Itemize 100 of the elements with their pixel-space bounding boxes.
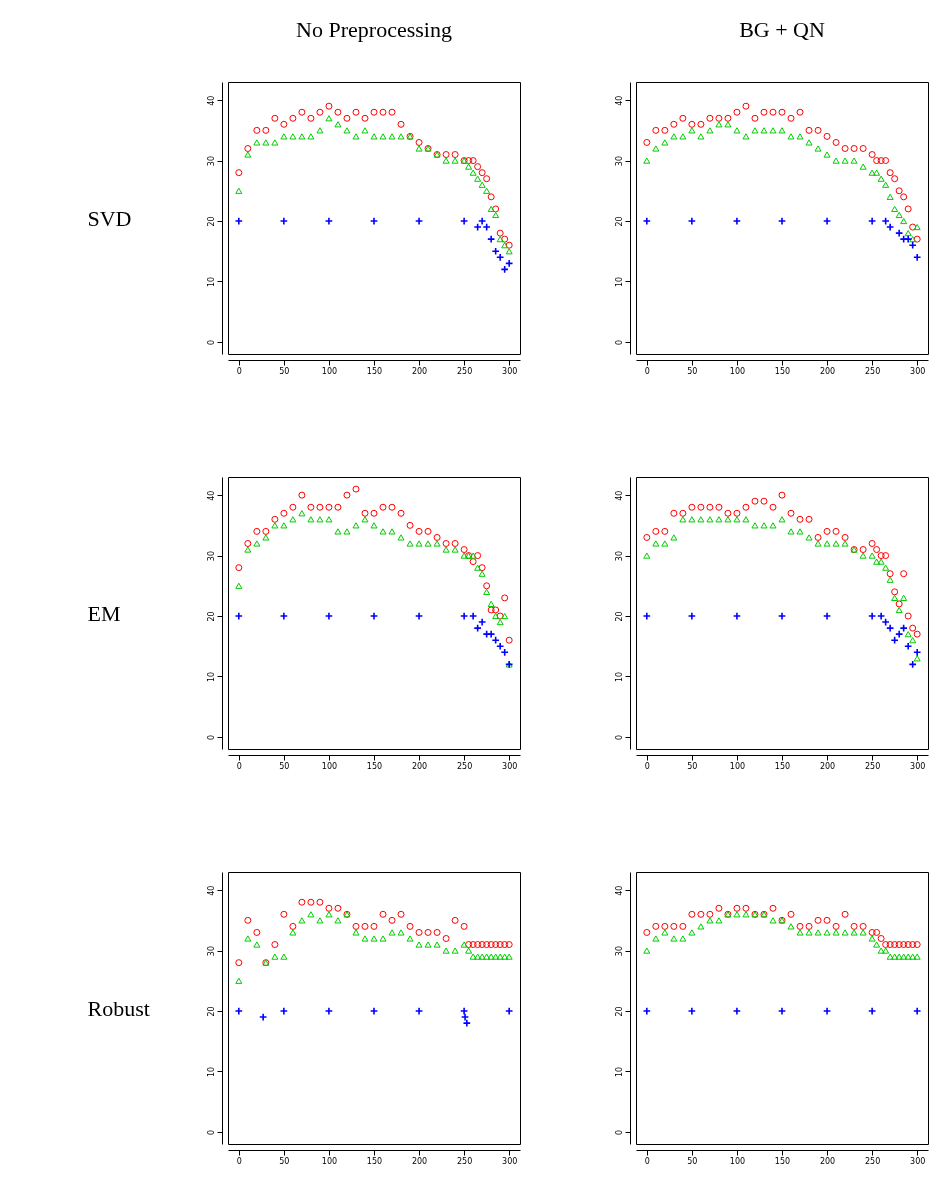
point bbox=[234, 958, 242, 966]
point bbox=[913, 654, 921, 661]
y-tick-label: 20 bbox=[614, 1005, 623, 1017]
point bbox=[895, 186, 903, 194]
point bbox=[741, 904, 749, 912]
point bbox=[433, 940, 441, 948]
x-tick-label: 50 bbox=[686, 761, 697, 770]
point bbox=[388, 928, 396, 936]
point bbox=[642, 551, 650, 559]
point bbox=[741, 503, 749, 511]
point bbox=[912, 1006, 921, 1015]
point bbox=[270, 953, 278, 960]
point bbox=[877, 934, 885, 942]
point bbox=[850, 144, 858, 152]
point bbox=[505, 241, 513, 249]
point bbox=[477, 617, 486, 626]
point bbox=[750, 521, 758, 528]
point bbox=[342, 527, 350, 534]
point bbox=[904, 630, 912, 637]
x-tick-label: 250 bbox=[864, 1156, 880, 1165]
point bbox=[886, 168, 894, 176]
point bbox=[890, 953, 898, 960]
x-tick-label: 300 bbox=[501, 1156, 517, 1165]
point bbox=[482, 940, 490, 948]
point bbox=[491, 953, 499, 960]
point bbox=[832, 156, 840, 164]
point bbox=[868, 150, 876, 158]
point bbox=[379, 527, 387, 534]
point bbox=[252, 928, 260, 936]
point bbox=[279, 611, 288, 620]
point bbox=[823, 928, 831, 936]
y-tick-label: 20 bbox=[614, 215, 623, 227]
x-tick-label: 100 bbox=[729, 366, 745, 375]
point bbox=[642, 138, 650, 146]
point bbox=[306, 132, 314, 139]
point bbox=[379, 934, 387, 942]
point bbox=[234, 611, 243, 620]
point bbox=[360, 509, 368, 517]
point bbox=[908, 624, 916, 632]
point bbox=[732, 611, 741, 620]
point bbox=[243, 539, 251, 547]
point bbox=[841, 910, 849, 918]
point bbox=[899, 594, 907, 601]
point bbox=[397, 132, 405, 139]
point bbox=[487, 940, 495, 948]
point bbox=[306, 910, 314, 917]
point bbox=[279, 521, 287, 528]
point bbox=[496, 940, 504, 948]
point bbox=[333, 904, 341, 912]
point bbox=[258, 1012, 267, 1021]
point bbox=[442, 946, 450, 954]
point bbox=[886, 940, 894, 948]
point bbox=[482, 581, 490, 589]
point bbox=[279, 132, 287, 139]
point bbox=[696, 515, 704, 522]
point bbox=[491, 211, 499, 218]
point bbox=[379, 108, 387, 116]
point bbox=[894, 629, 903, 638]
x-tick-label: 300 bbox=[501, 761, 517, 770]
point bbox=[796, 515, 804, 523]
point bbox=[832, 539, 840, 547]
x-tick-label: 100 bbox=[321, 761, 337, 770]
point bbox=[859, 922, 867, 930]
point bbox=[243, 150, 251, 158]
y-tick-label: 10 bbox=[206, 276, 215, 287]
x-tick-label: 300 bbox=[909, 1156, 925, 1165]
point bbox=[881, 564, 889, 571]
point bbox=[297, 898, 305, 906]
point bbox=[886, 569, 894, 577]
point bbox=[473, 162, 481, 170]
point bbox=[442, 150, 450, 158]
point bbox=[796, 922, 804, 930]
point bbox=[315, 515, 323, 522]
point bbox=[288, 928, 296, 936]
point bbox=[895, 953, 903, 960]
point bbox=[805, 138, 813, 146]
point bbox=[872, 169, 880, 176]
point bbox=[714, 515, 722, 522]
point bbox=[500, 241, 508, 248]
point bbox=[823, 132, 831, 140]
point bbox=[243, 916, 251, 924]
point bbox=[478, 181, 486, 188]
point bbox=[469, 169, 477, 176]
point bbox=[464, 940, 472, 948]
point bbox=[369, 216, 378, 225]
point bbox=[469, 953, 477, 960]
point bbox=[342, 126, 350, 133]
point bbox=[669, 132, 677, 139]
point bbox=[714, 904, 722, 912]
point bbox=[261, 533, 269, 541]
y-tick-label: 0 bbox=[206, 734, 215, 740]
point bbox=[768, 916, 776, 923]
x-tick-label: 200 bbox=[411, 366, 427, 375]
x-tick-label: 250 bbox=[864, 366, 880, 375]
point bbox=[881, 181, 889, 188]
y-tick-label: 10 bbox=[614, 671, 623, 682]
point bbox=[333, 916, 341, 923]
point bbox=[805, 533, 813, 541]
point bbox=[859, 545, 867, 553]
y-tick-label: 40 bbox=[206, 490, 215, 501]
